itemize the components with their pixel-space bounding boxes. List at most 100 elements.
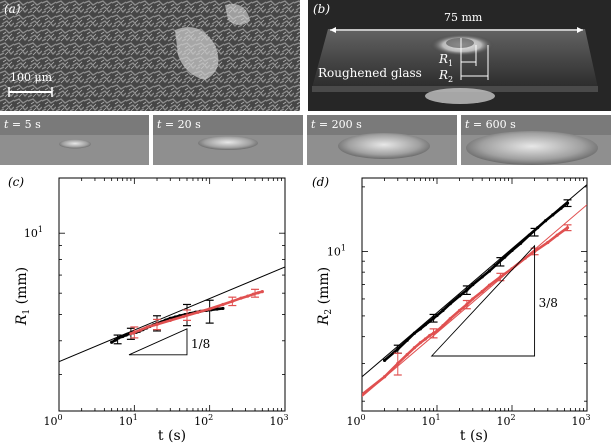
strip-shade bbox=[461, 115, 611, 135]
data-point-black bbox=[480, 275, 484, 279]
y-tick-label: 101 bbox=[24, 225, 43, 240]
chart-d-panel-label: (d) bbox=[312, 175, 329, 189]
data-point-black bbox=[441, 308, 445, 313]
fit-line-red bbox=[362, 204, 587, 398]
data-point-red bbox=[382, 375, 387, 379]
width-arrow-left-head bbox=[330, 27, 336, 33]
data-point-black bbox=[527, 233, 531, 237]
strip-shade bbox=[0, 115, 149, 135]
slope-label: 3/8 bbox=[539, 296, 558, 310]
data-point-black bbox=[423, 323, 427, 327]
data-point-red bbox=[181, 314, 186, 319]
strip-600s: t = 600 s bbox=[461, 115, 611, 165]
data-point-red bbox=[221, 302, 225, 307]
panel-b: (b) 75 mm R1 R2 Roughened glass bbox=[308, 0, 611, 111]
data-point-red bbox=[256, 291, 260, 295]
data-point-red bbox=[423, 337, 427, 341]
strip-20s: t = 20 s bbox=[153, 115, 303, 165]
strip-200s: t = 200 s bbox=[307, 115, 457, 165]
drop-top-core bbox=[446, 38, 474, 48]
data-point-red bbox=[487, 283, 492, 287]
data-point-red bbox=[480, 289, 484, 294]
scalebar-label: 100 μm bbox=[10, 71, 53, 84]
micrograph-feature bbox=[175, 27, 219, 80]
series-trend-red bbox=[129, 290, 264, 335]
chart-d-xlabel: t (s) bbox=[460, 428, 488, 444]
data-point-black bbox=[405, 338, 409, 342]
chart-d-frame bbox=[361, 177, 588, 412]
slope-triangle bbox=[430, 244, 536, 357]
data-point-red bbox=[246, 294, 250, 298]
strip-drop bbox=[59, 139, 91, 149]
chart-d-ylabel: R2 (mm) bbox=[316, 267, 334, 326]
data-point-black bbox=[493, 263, 497, 268]
strip-drop bbox=[198, 136, 258, 150]
data-point-red bbox=[129, 332, 133, 336]
chart-c-ylabel: R1 (mm) bbox=[14, 267, 32, 326]
data-point-red bbox=[555, 233, 559, 237]
data-point-black bbox=[418, 327, 422, 331]
data-point-red bbox=[435, 329, 439, 333]
x-tick-label: 102 bbox=[194, 413, 213, 428]
data-point-black bbox=[382, 358, 387, 363]
slope-triangle bbox=[128, 328, 188, 356]
data-point-black bbox=[510, 248, 514, 253]
data-point-red bbox=[418, 341, 422, 345]
r2-label: R2 bbox=[438, 68, 453, 84]
data-point-red bbox=[208, 307, 212, 311]
x-tick-label: 100 bbox=[43, 413, 62, 428]
micrograph-overlay bbox=[0, 0, 300, 111]
data-point-red bbox=[471, 297, 475, 301]
data-point-black bbox=[518, 241, 523, 245]
r1-label: R1 bbox=[438, 52, 453, 68]
series-trend-red bbox=[362, 226, 569, 396]
fit-line-black bbox=[59, 266, 285, 363]
data-point-red bbox=[428, 333, 432, 338]
x-tick-label: 101 bbox=[421, 413, 440, 428]
data-point-black bbox=[215, 307, 219, 311]
strip-time-label: t = 5 s bbox=[4, 118, 41, 131]
data-point-black bbox=[121, 334, 125, 339]
data-point-black bbox=[551, 213, 555, 217]
data-point-red bbox=[260, 290, 264, 294]
strip-drop bbox=[466, 131, 598, 165]
data-point-black bbox=[221, 306, 225, 311]
strip-5s: t = 5 s bbox=[0, 115, 149, 165]
glass-plate bbox=[312, 29, 598, 88]
data-point-black bbox=[110, 340, 114, 344]
drop-reflection bbox=[425, 88, 495, 104]
series-trend-black bbox=[383, 201, 569, 362]
data-point-black bbox=[124, 333, 128, 337]
micrograph-feature bbox=[225, 4, 250, 25]
panel-a: (a) 100 μm bbox=[0, 0, 300, 111]
time-strips: t = 5 s t = 20 s t = 200 s t = 600 s bbox=[0, 115, 611, 165]
data-point-black bbox=[412, 331, 417, 335]
plot-area bbox=[362, 184, 587, 398]
data-point-black bbox=[457, 294, 462, 298]
x-tick-label: 101 bbox=[119, 413, 138, 428]
strip-time-label: t = 20 s bbox=[157, 118, 201, 131]
strip-drop bbox=[338, 133, 430, 159]
slope-label: 1/8 bbox=[191, 337, 210, 351]
strip-shade bbox=[153, 115, 303, 135]
x-tick-label: 102 bbox=[496, 413, 515, 428]
data-point-red bbox=[546, 240, 550, 245]
data-point-red bbox=[251, 292, 255, 296]
data-point-red bbox=[239, 296, 243, 300]
data-point-red bbox=[412, 346, 417, 350]
panel-b-label: (b) bbox=[313, 2, 330, 16]
width-label: 75 mm bbox=[444, 11, 483, 24]
data-point-black bbox=[471, 282, 475, 287]
data-point-red bbox=[523, 256, 527, 260]
data-point-red bbox=[448, 317, 452, 321]
data-point-black bbox=[543, 219, 548, 223]
plot-area bbox=[59, 266, 285, 363]
chart-c-frame bbox=[58, 177, 286, 412]
material-label: Roughened glass bbox=[318, 66, 422, 80]
data-point-red bbox=[196, 310, 200, 314]
data-point-red bbox=[362, 392, 364, 397]
data-point-red bbox=[441, 324, 445, 328]
data-point-red bbox=[138, 328, 142, 332]
data-point-black bbox=[559, 206, 563, 210]
